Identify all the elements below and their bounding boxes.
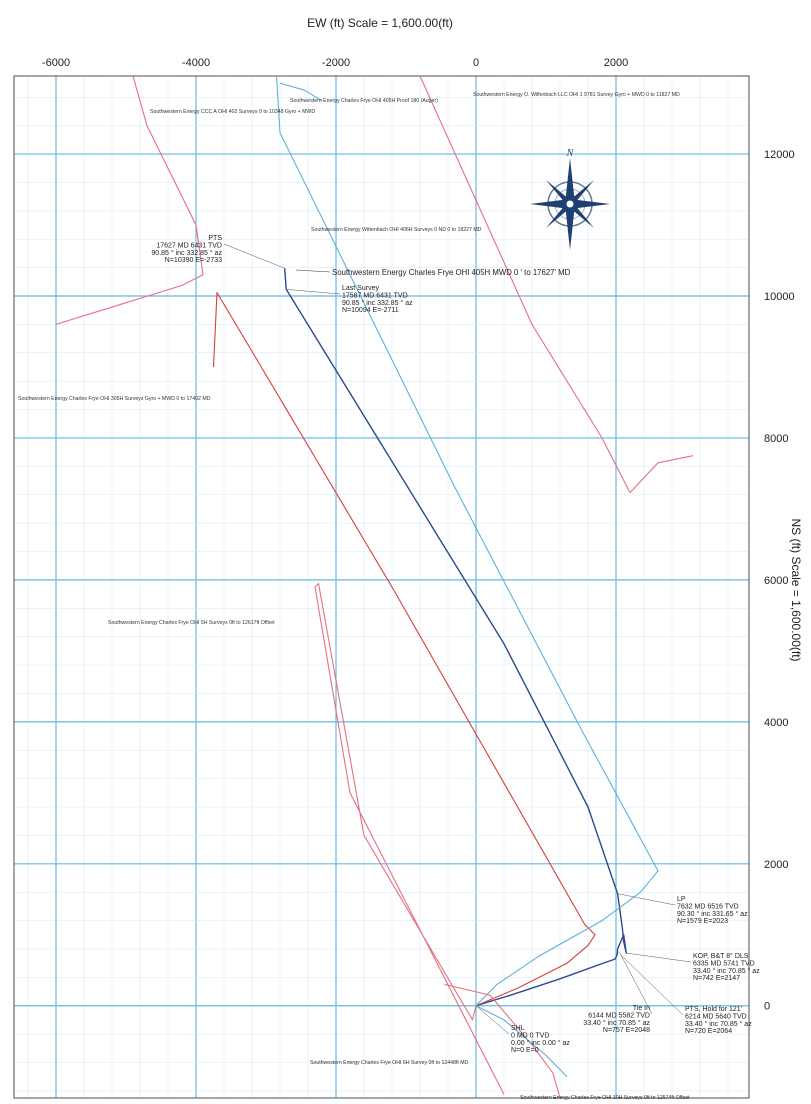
compass-north-label: N [566,148,575,159]
x-axis-title: EW (ft) Scale = 1,600.00(ft) [307,16,453,30]
y-axis-title: NS (ft) Scale = 1,600.00(ft) [789,518,803,661]
series-label-2: Southwestern Energy Charles Frye OHI 5H … [108,620,275,626]
series-line-0 [284,268,627,1007]
plot-frame [13,75,750,1099]
series-line-8 [475,1005,568,1078]
series-label-5: Southwestern Energy Charles Frye OHI 405… [290,98,438,104]
series-label-4: Southwestern Energy O. Wilfenbach LLC OH… [473,92,680,98]
main-series-leader [295,269,331,273]
series-line-6 [55,75,204,325]
annotation-leader-kop [626,952,692,963]
main-series-label: Southwestern Energy Charles Frye OHI 405… [332,268,571,277]
series-line-2 [314,582,505,1095]
y-tick-label: 0 [764,1001,770,1013]
annotation-leader-pts-hold [620,954,684,1016]
x-tick-label: -2000 [322,57,350,69]
x-tick-label: -6000 [42,57,70,69]
annotation-leader-lp [617,893,676,906]
series-label-3: Southwestern Energy Wittenbach OHI 406H … [311,227,482,233]
series-line-1 [212,291,596,1007]
series-line-3 [275,75,659,1007]
annotation-leader-shl [475,1005,510,1035]
series-layer [55,75,694,1099]
y-tick-label: 8000 [764,433,788,445]
annotation-shl: SHL 0 MD 0 TVD 0.00 ° inc 0.00 ° az N=0 E=0 [511,1025,570,1054]
annotation-last-survey: Last Survey 17587 MD 6431 TVD 90.85 ° inc … [342,285,413,314]
x-tick-label: -4000 [182,57,210,69]
annotation-leader-pts-upper [223,243,285,269]
y-tick-label: 2000 [764,859,788,871]
y-tick-label: 6000 [764,575,788,587]
annotation-leader-last-survey [286,289,341,295]
annotation-tie-in: Tie In 6144 MD 5582 TVD 33.40 ° inc 70.85 … [583,1005,650,1034]
series-label-6: Southwestern Energy CCC A OHI 402 Survey… [150,109,315,115]
x-tick-label: 0 [473,57,479,69]
x-tick-label: 2000 [604,57,628,69]
compass-rose-icon: N [530,148,610,250]
tick-label-layer: -6000 -4000 -2000 0 2000 0 2000 4000 6000 8000 100… [42,57,795,1013]
annotation-pts-upper: PTS 17627 MD 6431 TVD 90.85 ° inc 332.85 °… [151,235,222,264]
series-label-1: Southwestern Energy Charles Frye OHI 305… [18,396,211,402]
annotation-lp: LP 7632 MD 6516 TVD 90.30 ° inc 331.65 ° a… [677,896,748,925]
y-tick-label: 12000 [764,149,795,161]
annotation-layer: PTS 17627 MD 6431 TVD 90.85 ° inc 332.85 °… [151,235,760,1054]
y-tick-label: 10000 [764,291,795,303]
series-label-8: Southwestern Energy Charles Frye OHI 10H… [520,1095,690,1101]
annotation-pts-hold: PTS, Hold for 121' 6214 MD 5640 TVD 33.40 … [685,1006,752,1035]
series-label-layer: Southwestern Energy Charles Frye OHI 305… [18,92,690,1101]
annotation-leader-tie-in [619,951,653,1015]
series-label-7: Southwestern Energy Charles Frye OHI 6H … [310,1060,469,1066]
y-tick-label: 4000 [764,717,788,729]
annotation-kop: KOP, B&T 8° DLS 6335 MD 5741 TVD 33.40 ° i… [693,952,760,982]
series-line-4 [419,75,694,494]
series-line-5 [279,82,323,102]
series-line-7 [444,983,561,1099]
